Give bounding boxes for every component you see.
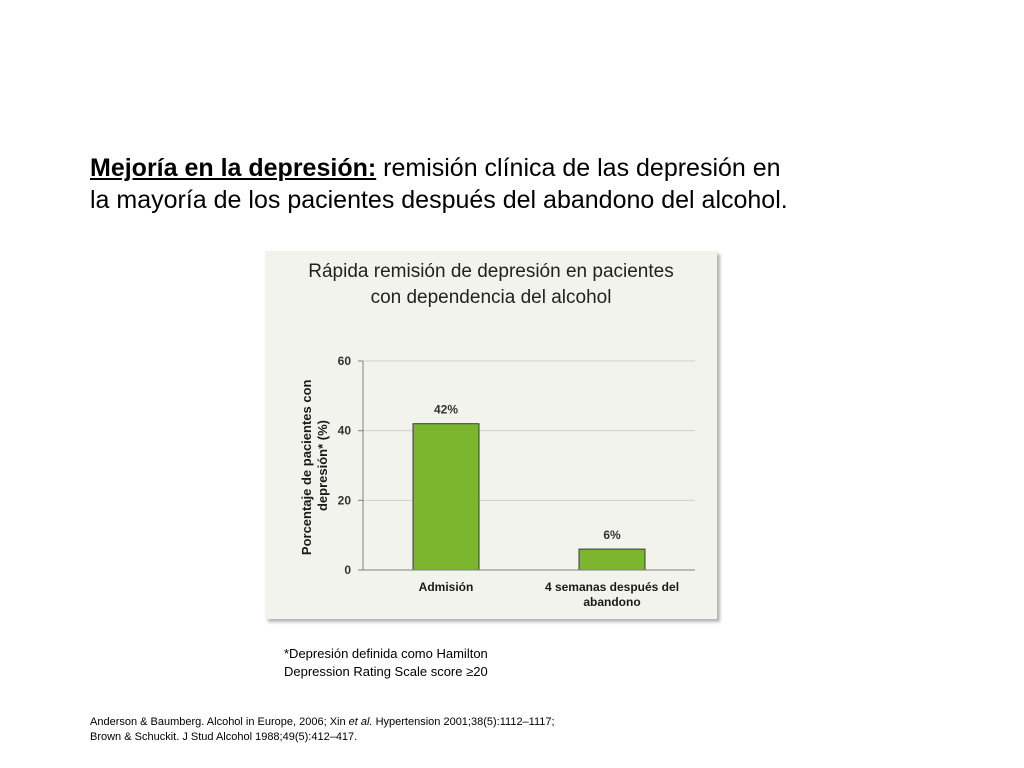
category-label-1: 4 semanas después del abandono	[545, 580, 679, 609]
bar-chart: 0 20 40 60 42% 6% Admisión 4 semanas después …	[299, 354, 695, 609]
slide-heading: Mejoría en la depresión: remisión clínic…	[90, 152, 890, 216]
y-tick-label-0: 0	[344, 563, 351, 577]
heading-lead: Mejoría en la depresión:	[90, 154, 377, 182]
y-tick-label-20: 20	[338, 493, 352, 507]
y-axis-label-line1: Porcentaje de pacientes con	[299, 379, 314, 555]
y-tick-label-40: 40	[338, 424, 352, 438]
bar-1	[578, 548, 646, 571]
y-axis-label: Porcentaje de pacientes con depresión* (…	[299, 376, 330, 555]
chart-title: Rápida remisión de depresión en paciente…	[265, 259, 717, 311]
references-line1-em: et al.	[348, 716, 373, 728]
chart-title-line1: Rápida remisión de depresión en paciente…	[308, 261, 674, 282]
y-tick-label-60: 60	[338, 354, 352, 368]
data-label-0: 42%	[434, 403, 458, 417]
references-line2: Brown & Schuckit. J Stud Alcohol 1988;49…	[90, 731, 358, 743]
data-label-1: 6%	[603, 528, 621, 542]
references-line1-post: Hypertension 2001;38(5):1112–1117;	[372, 716, 555, 728]
chart-panel: Rápida remisión de depresión en paciente…	[265, 251, 717, 619]
category-labels: Admisión 4 semanas después del abandono	[419, 580, 679, 609]
bar-0	[412, 423, 480, 571]
footnote-line2: Depression Rating Scale score ≥20	[284, 664, 488, 679]
bars	[412, 423, 646, 571]
y-axis-label-line2: depresión* (%)	[315, 420, 330, 511]
heading-line1-rest: remisión clínica de las depresión en	[376, 154, 781, 182]
data-labels: 42% 6%	[434, 403, 621, 542]
references: Anderson & Baumberg. Alcohol in Europe, …	[90, 715, 555, 745]
footnote: *Depresión definida como Hamilton Depres…	[284, 645, 488, 681]
footnote-line1: *Depresión definida como Hamilton	[284, 646, 488, 661]
category-label-0: Admisión	[419, 580, 474, 594]
references-line1-pre: Anderson & Baumberg. Alcohol in Europe, …	[90, 716, 349, 728]
heading-line2: la mayoría de los pacientes después del …	[90, 186, 788, 214]
chart-title-line2: con dependencia del alcohol	[370, 287, 612, 308]
y-axis-ticks: 0 20 40 60	[338, 354, 363, 577]
